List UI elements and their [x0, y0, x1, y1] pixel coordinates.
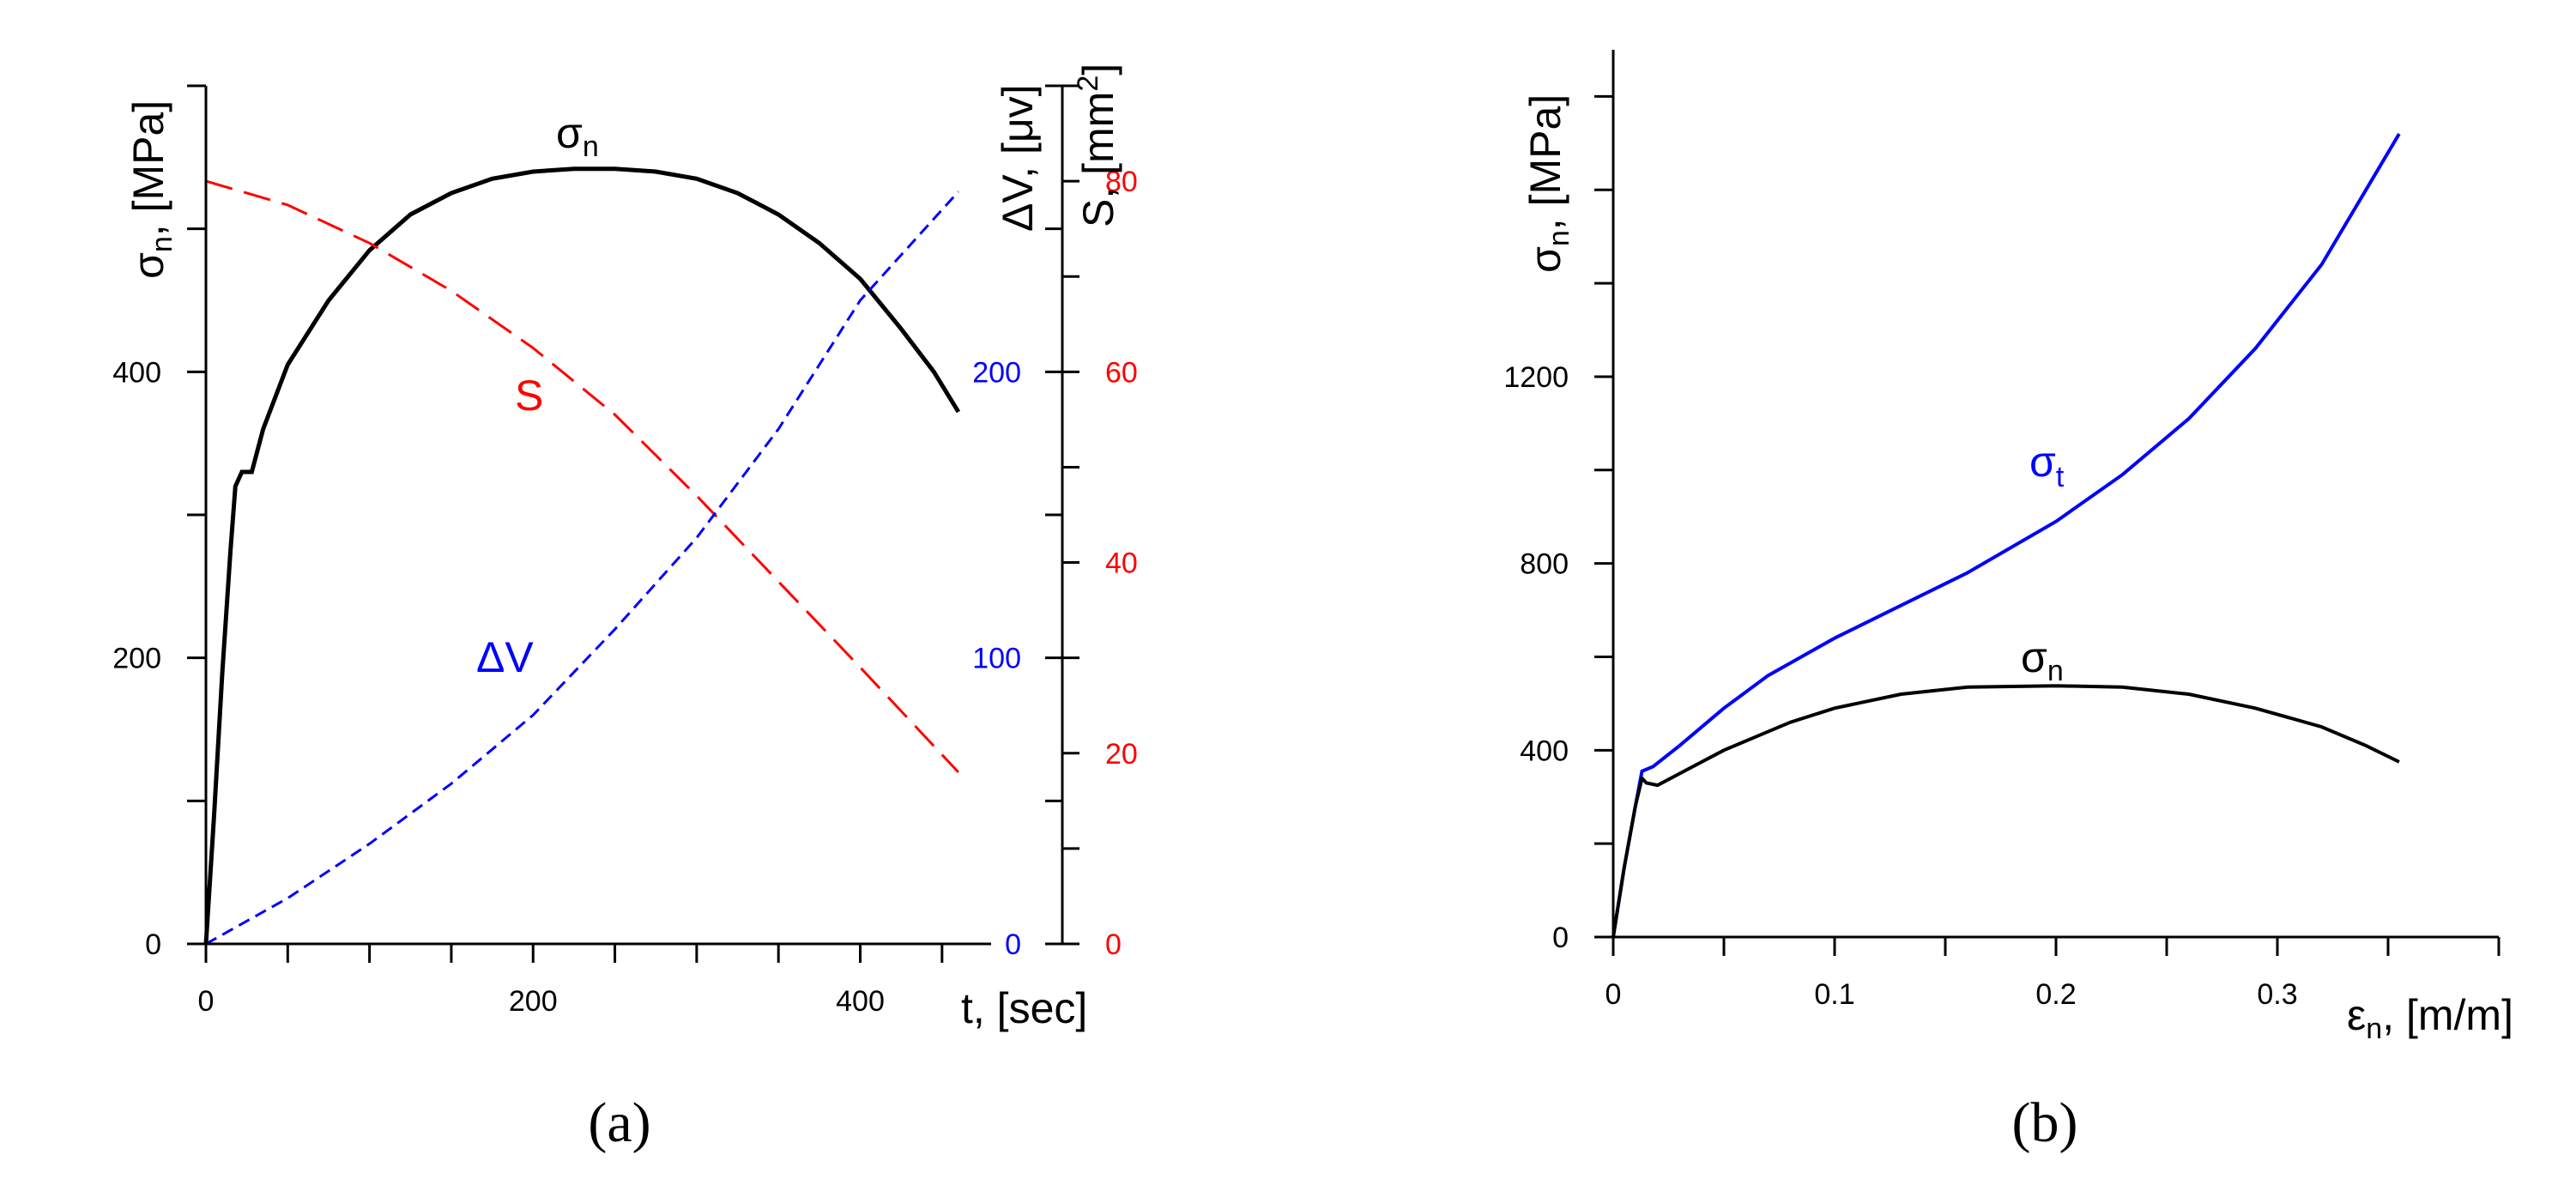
panel-b-y-label: σn, [MPa] — [1521, 94, 1575, 273]
panel-b-x-tick-label: 0.3 — [2257, 978, 2297, 1011]
panel-b-label-sigma-n: σn — [2021, 633, 2064, 687]
panel-b-caption: (b) — [2012, 1091, 2078, 1154]
panel-a-y-left-tick-label: 400 — [112, 356, 161, 389]
panel-a-series-s — [205, 179, 959, 774]
panel-b-x-label: εn, [m/m] — [2347, 991, 2513, 1045]
panel-a-y-left-tick-label: 200 — [112, 643, 161, 675]
panel-b-x-tick-label: 0 — [1605, 978, 1622, 1011]
panel-a-y-s-tick-label: 40 — [1105, 547, 1138, 580]
panel-a-series-sigma-n — [203, 166, 961, 945]
panel-a-x-tick-label: 200 — [509, 985, 558, 1018]
panel-a-label-dv: ΔV — [476, 633, 534, 681]
panel-a-caption: (a) — [588, 1091, 650, 1154]
panel-a-y-s-tick-label: 20 — [1105, 738, 1138, 771]
panel-a-y-dv-tick-label: 0 — [1005, 928, 1021, 961]
panel-b-x-tick-label: 0.2 — [2035, 978, 2076, 1011]
panel-b-label-sigma-t: σt — [2029, 438, 2065, 493]
panel-a-x-tick-label: 400 — [836, 985, 885, 1018]
panel-a-label-s: S — [515, 372, 543, 420]
panel-b-y-tick-label: 800 — [1520, 548, 1569, 581]
panel-a-series-dv — [205, 190, 960, 946]
panel-a-y-s-tick-label: 60 — [1105, 356, 1138, 389]
panel-a-x-label: t, [sec] — [961, 984, 1087, 1032]
panel-a-y-left-label: σn, [MPa] — [124, 100, 178, 279]
panel-a-chart: 0 200 400 0 200 400 0 100 200 0 20 40 60 80 — [112, 84, 1138, 1018]
panel-b-series-sigma-t — [1612, 132, 2401, 938]
panel-b-series-sigma-n — [1612, 684, 2400, 938]
panel-a-y-left-tick-label: 0 — [145, 928, 161, 961]
panel-a-y-dv-tick-label: 100 — [972, 643, 1021, 675]
panel-b-y-tick-label: 1200 — [1503, 361, 1569, 394]
panel-a-y-s-tick-label: 80 — [1105, 166, 1138, 198]
panel-a-x-tick-label: 0 — [198, 985, 215, 1018]
panel-a-label-sigma-n: σn — [556, 109, 599, 163]
panel-b-x-tick-label: 0.1 — [1814, 978, 1854, 1011]
panel-b-y-tick-label: 0 — [1552, 922, 1569, 954]
panel-b-y-tick-label: 400 — [1520, 735, 1569, 767]
panel-a-y-dv-tick-label: 200 — [972, 356, 1021, 389]
panel-a-y-dv-label: ΔV, [μv] — [994, 84, 1042, 232]
panel-a-y-s-tick-label: 0 — [1105, 928, 1122, 961]
panel-a-y-s-label: S, [mm2] — [1072, 63, 1122, 227]
panel-b-chart: 0 400 800 1200 0 0.1 0.2 0.3 — [1503, 50, 2500, 1011]
